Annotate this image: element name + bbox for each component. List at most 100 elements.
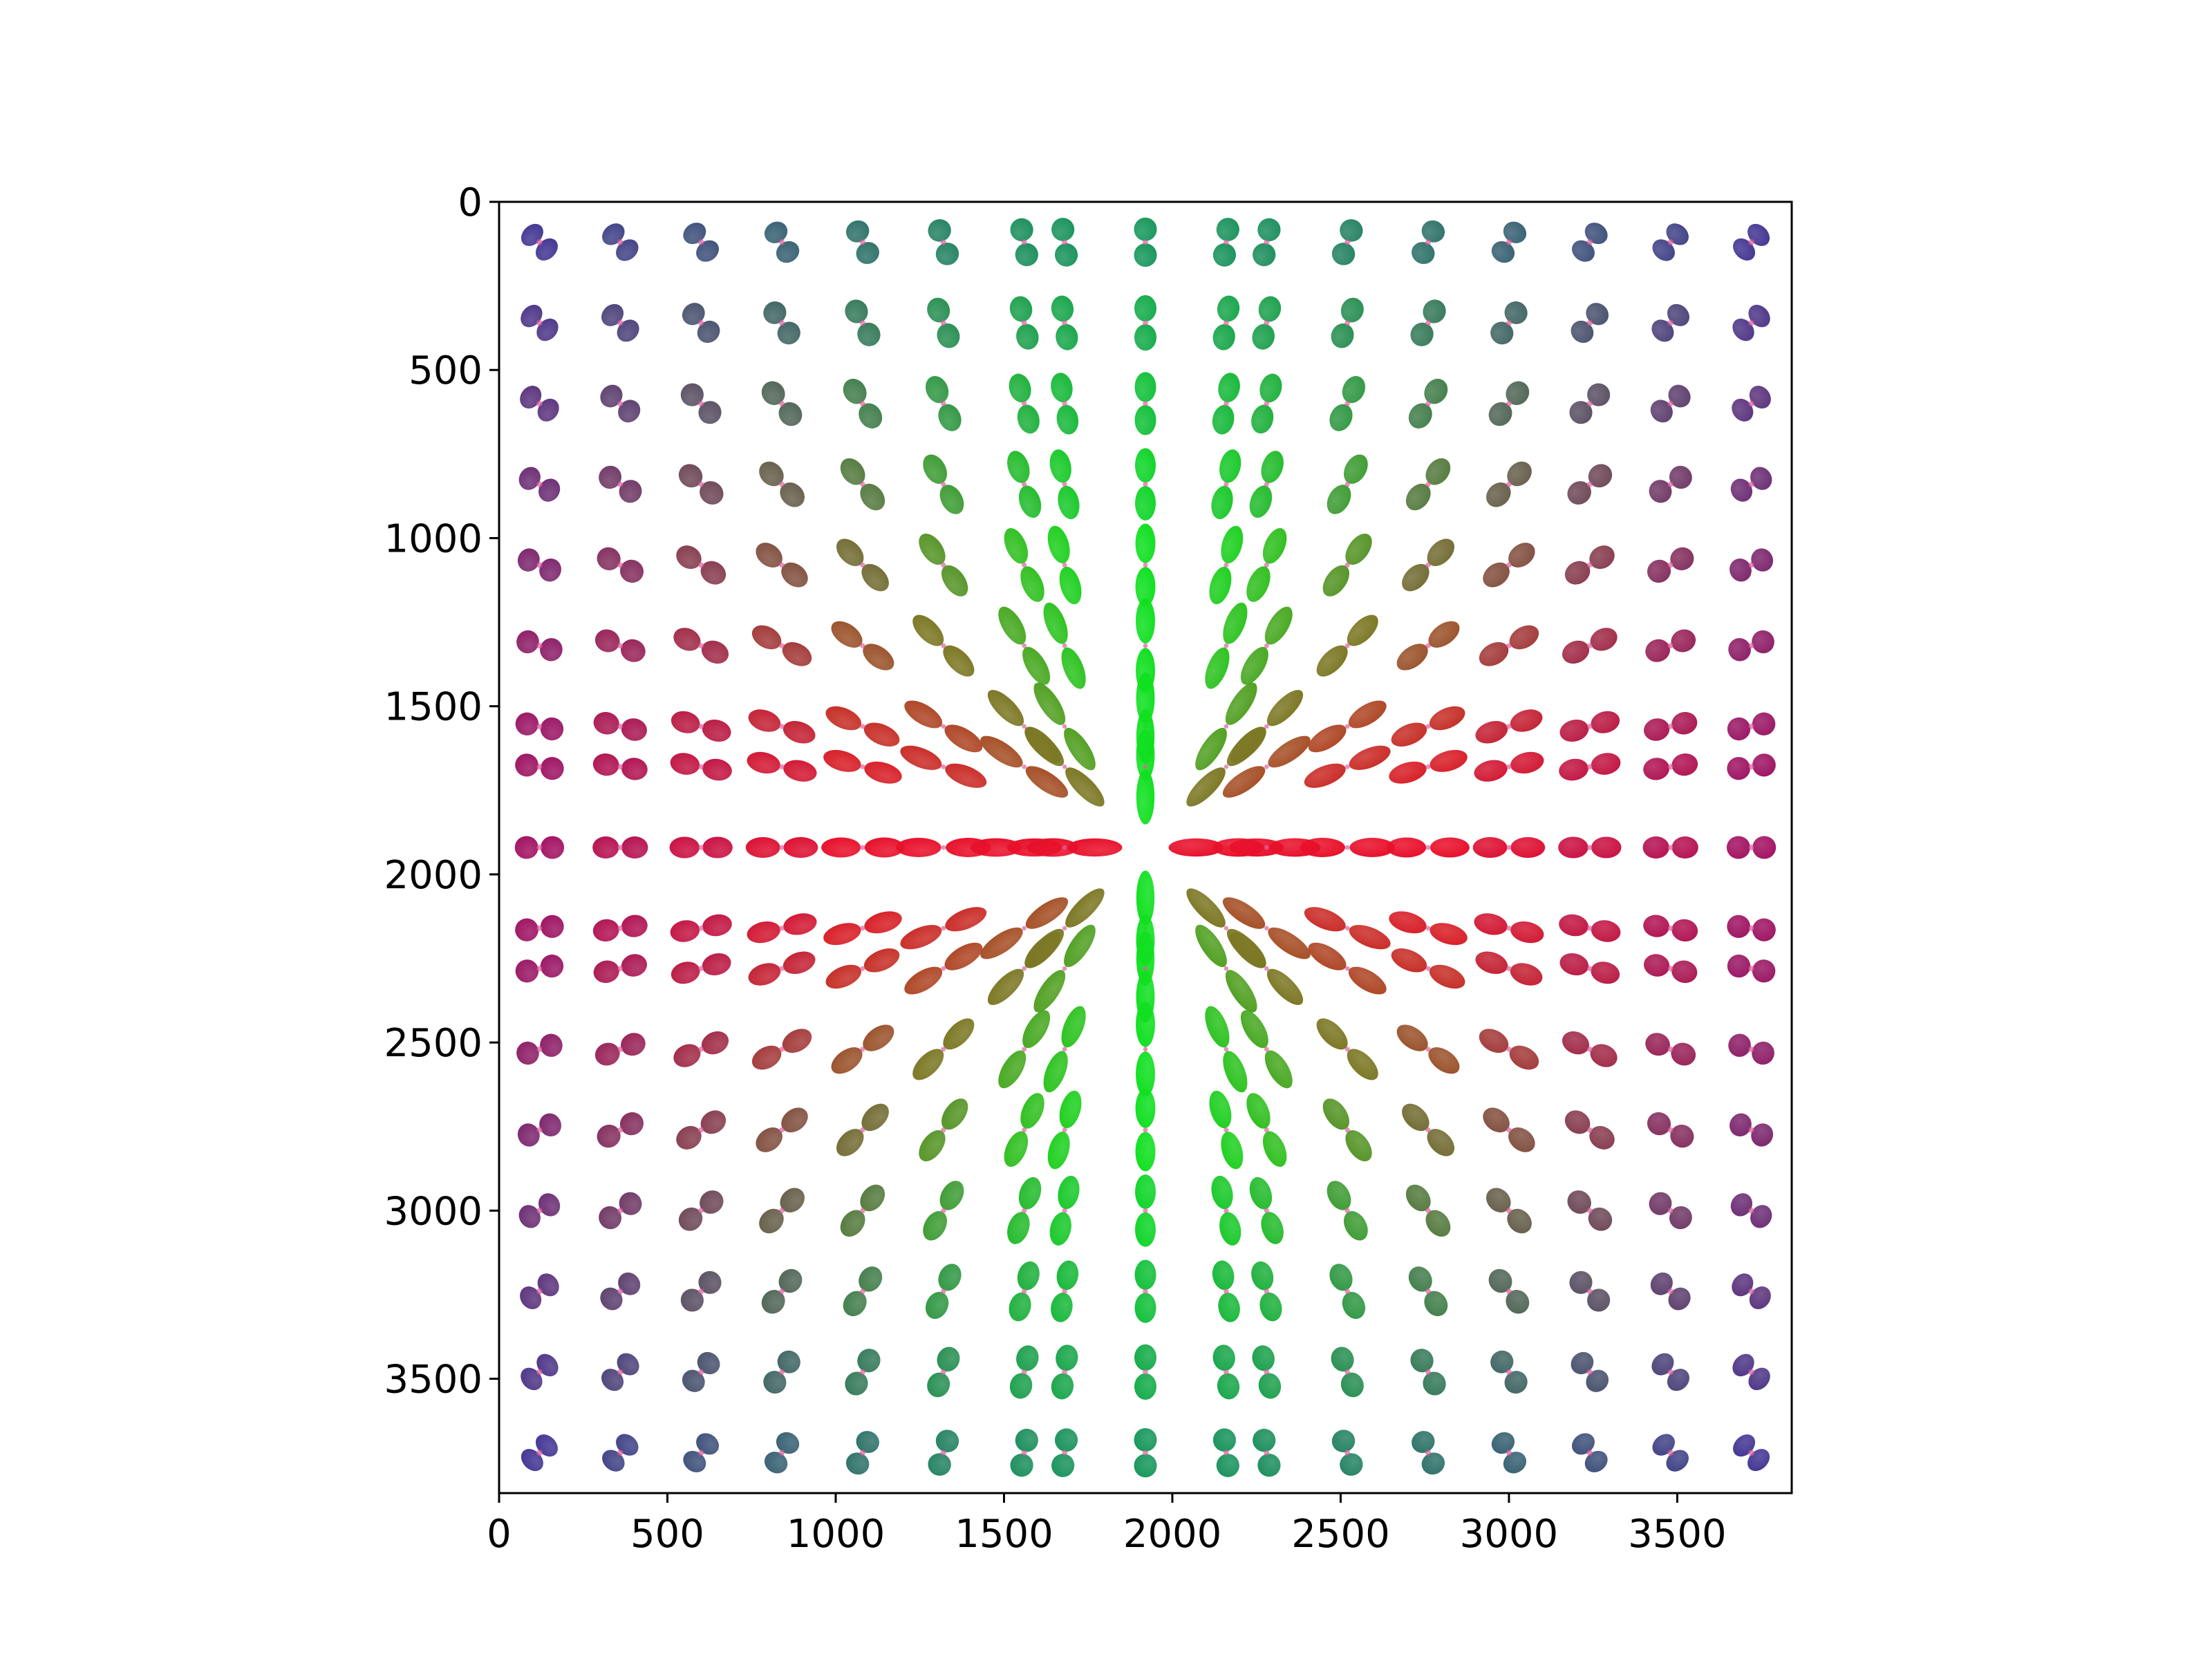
glyph-lobe: [1064, 924, 1096, 968]
glyph-lobe: [1327, 1181, 1351, 1210]
glyph-lobe: [702, 719, 731, 742]
glyph-lobe: [1671, 960, 1698, 984]
glyph-center: [1264, 643, 1269, 648]
tensor-glyph: [520, 1273, 559, 1309]
tensor-glyph: [1479, 1029, 1539, 1070]
tensor-glyph: [1402, 538, 1455, 592]
glyph-lobe: [1586, 1369, 1609, 1392]
glyph-lobe: [1004, 527, 1029, 564]
glyph-lobe: [756, 543, 782, 568]
glyph-lobe: [1266, 690, 1304, 727]
glyph-center: [860, 643, 865, 648]
glyph-center: [617, 239, 624, 245]
tensor-glyph: [925, 1264, 962, 1319]
glyph-center: [1748, 723, 1754, 729]
glyph-center: [1506, 966, 1512, 971]
glyph-lobe: [1212, 838, 1264, 857]
glyph-lobe: [1644, 954, 1670, 977]
x-axis: 0 500 1000 1500 2000 2500 3000 3500: [487, 1493, 1727, 1557]
glyph-center: [1264, 1369, 1270, 1375]
glyph-center: [1587, 926, 1593, 931]
glyph-lobe: [597, 547, 621, 571]
glyph-center: [1506, 1369, 1512, 1375]
glyph-center: [1748, 643, 1754, 649]
glyph-lobe: [1033, 682, 1066, 725]
glyph-lobe: [1428, 621, 1460, 648]
y-tick-label: 1500: [384, 685, 482, 730]
glyph-lobe: [697, 1351, 720, 1375]
glyph-lobe: [1730, 1193, 1753, 1217]
glyph-lobe: [1300, 838, 1345, 857]
tensor-glyph: [1651, 303, 1689, 342]
tensor-glyph: [928, 1430, 959, 1476]
x-tick-label: 3000: [1460, 1512, 1559, 1557]
glyph-center: [1021, 1450, 1027, 1456]
glyph-lobe: [1408, 1266, 1432, 1292]
glyph-center: [536, 1127, 543, 1133]
glyph-center: [617, 1450, 624, 1456]
glyph-center: [1143, 1127, 1148, 1133]
glyph-lobe: [1007, 451, 1030, 483]
glyph-center: [1224, 1047, 1229, 1052]
tensor-glyph: [825, 948, 900, 989]
glyph-lobe: [1479, 1029, 1509, 1053]
glyph-lobe: [1510, 837, 1546, 858]
glyph-lobe: [1490, 321, 1514, 345]
y-tick-label: 0: [458, 180, 482, 225]
glyph-center: [1143, 1450, 1148, 1456]
glyph-lobe: [1389, 761, 1427, 784]
glyph-center: [617, 845, 624, 850]
tensor-glyph: [1491, 221, 1527, 263]
glyph-lobe: [621, 718, 647, 741]
glyph-center: [1506, 1288, 1512, 1295]
glyph-center: [1425, 1208, 1431, 1214]
glyph-center: [1062, 562, 1067, 568]
glyph-lobe: [780, 482, 805, 507]
glyph-lobe: [1348, 966, 1387, 995]
glyph-lobe: [1643, 758, 1669, 780]
glyph-lobe: [860, 1184, 885, 1212]
glyph-lobe: [845, 1452, 870, 1475]
glyph-center: [1062, 765, 1067, 769]
glyph-lobe: [1331, 1347, 1354, 1372]
glyph-lobe: [1727, 757, 1751, 780]
tensor-glyph: [1559, 753, 1621, 781]
tensor-glyph: [1475, 951, 1543, 986]
tensor-glyph: [1240, 1010, 1293, 1089]
glyph-lobe: [1195, 924, 1227, 968]
glyph-lobe: [900, 925, 942, 950]
tensor-glyph: [1389, 749, 1468, 784]
glyph-lobe: [619, 1112, 644, 1136]
glyph-lobe: [1430, 837, 1470, 858]
glyph-lobe: [1136, 1002, 1155, 1047]
tensor-glyph: [1209, 525, 1244, 605]
glyph-lobe: [1730, 558, 1752, 582]
tensor-glyph: [1316, 615, 1378, 677]
tensor-glyph: [1732, 386, 1771, 422]
glyph-lobe: [1016, 324, 1039, 350]
glyph-lobe: [1058, 1175, 1080, 1210]
glyph-lobe: [1051, 373, 1073, 402]
glyph-lobe: [1491, 241, 1515, 263]
glyph-center: [1667, 845, 1674, 850]
glyph-center: [1667, 481, 1674, 487]
glyph-lobe: [1017, 404, 1040, 434]
tensor-glyph: [515, 753, 564, 780]
glyph-lobe: [1559, 914, 1588, 937]
glyph-center: [698, 764, 704, 769]
glyph-lobe: [1251, 1261, 1274, 1291]
glyph-center: [1264, 239, 1270, 245]
glyph-lobe: [700, 1190, 724, 1214]
glyph-lobe: [518, 1205, 541, 1228]
glyph-lobe: [1727, 954, 1751, 978]
glyph-lobe: [1033, 970, 1066, 1013]
glyph-lobe: [1730, 1113, 1752, 1137]
glyph-lobe: [1491, 1432, 1515, 1454]
glyph-lobe: [759, 461, 784, 487]
glyph-lobe: [1651, 1353, 1674, 1376]
tensor-glyph: [678, 1190, 724, 1231]
glyph-lobe: [1751, 1123, 1774, 1147]
glyph-center: [697, 1450, 704, 1456]
glyph-center: [1021, 239, 1027, 245]
glyph-lobe: [619, 1192, 642, 1215]
